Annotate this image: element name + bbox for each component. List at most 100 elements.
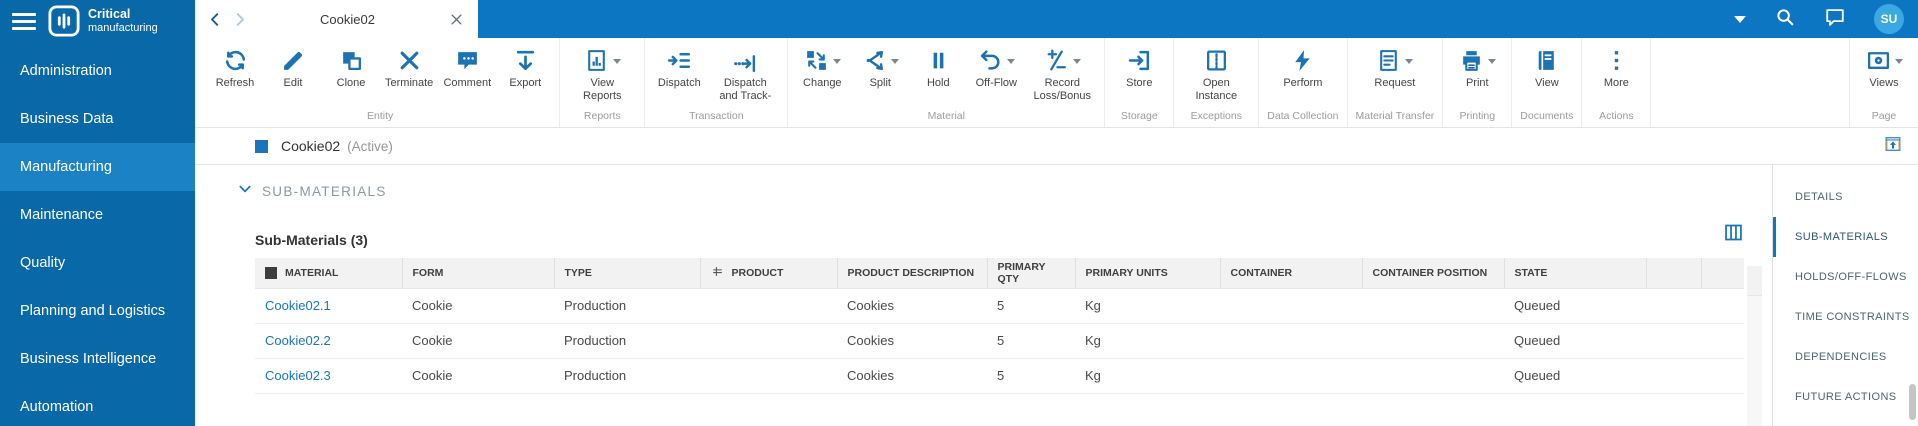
table-row[interactable]: Cookie02.1 Cookie Production Cookies 5 K…: [255, 288, 1744, 324]
cell-container-position: [1362, 358, 1504, 394]
column-header-product-description[interactable]: PRODUCT DESCRIPTION: [837, 258, 988, 289]
hold-icon: [926, 48, 951, 73]
column-header-empty-1: [1646, 258, 1702, 289]
cell-primary-units: Kg: [1075, 323, 1220, 359]
material-link[interactable]: Cookie02.3: [255, 358, 402, 394]
refresh-icon: [223, 48, 248, 73]
print-button[interactable]: Print: [1448, 43, 1506, 106]
topbar-right-cluster: SU: [1734, 0, 1918, 38]
sub-materials-table: MATERIAL FORM TYPE PRODUCT PRODUCT DESCR…: [255, 258, 1744, 394]
column-header-form[interactable]: FORM: [402, 258, 555, 289]
content-area: SUB-MATERIALS Sub-Materials (3): [195, 165, 1918, 426]
store-button[interactable]: Store: [1110, 43, 1168, 106]
refresh-button[interactable]: Refresh: [206, 43, 264, 106]
request-button[interactable]: Request: [1366, 43, 1424, 106]
terminate-button[interactable]: Terminate: [380, 43, 438, 106]
cell-primary-qty: 5: [987, 288, 1075, 324]
toolbar-group-transaction: Dispatch Dispatch and Track- Transaction: [645, 38, 789, 127]
export-button[interactable]: Export: [496, 43, 554, 106]
column-header-product[interactable]: PRODUCT: [700, 258, 838, 289]
sidebar-item-maintenance[interactable]: Maintenance: [20, 207, 104, 223]
off-flow-button[interactable]: Off-Flow: [967, 43, 1025, 106]
hamburger-menu-icon[interactable]: [12, 9, 36, 34]
split-button[interactable]: Split: [851, 43, 909, 106]
table-row[interactable]: Cookie02.3 Cookie Production Cookies 5 K…: [255, 358, 1744, 394]
sidebar-item-manufacturing[interactable]: Manufacturing: [0, 143, 195, 191]
table-row[interactable]: Cookie02.2 Cookie Production Cookies 5 K…: [255, 323, 1744, 359]
cell-form: Cookie: [402, 288, 554, 324]
anchor-item-details[interactable]: DETAILS: [1795, 191, 1843, 203]
change-button[interactable]: Change: [793, 43, 851, 106]
cell-type: Production: [554, 288, 700, 324]
anchor-item-holds-off-flows[interactable]: HOLDS/OFF-FLOWS: [1795, 271, 1907, 283]
chevron-left-icon[interactable]: [205, 9, 225, 29]
anchor-item-sub-materials[interactable]: SUB-MATERIALS: [1773, 217, 1918, 257]
toolbar-spacer: [1651, 38, 1849, 127]
entity-name: Cookie02: [281, 138, 341, 154]
comment-button[interactable]: Comment: [438, 43, 496, 106]
sidebar-item-planning-and-logistics[interactable]: Planning and Logistics: [20, 303, 166, 319]
cell-container: [1220, 358, 1362, 394]
scrollbar-thumb[interactable]: [1909, 384, 1916, 420]
section-header-sub-materials[interactable]: SUB-MATERIALS: [237, 181, 1744, 202]
toolbar-group-exceptions: Open Instance Exceptions: [1174, 38, 1260, 127]
table-columns-icon[interactable]: [1723, 222, 1744, 248]
material-link[interactable]: Cookie02.2: [255, 323, 402, 359]
table-scrollbar-track[interactable]: [1747, 266, 1762, 426]
sidebar-item-automation[interactable]: Automation: [20, 399, 94, 415]
chat-icon[interactable]: [1824, 6, 1846, 33]
main-column: Cookie02 SU: [195, 0, 1918, 426]
change-icon: [804, 48, 829, 73]
hold-button[interactable]: Hold: [909, 43, 967, 106]
column-header-material[interactable]: MATERIAL: [255, 258, 403, 289]
chevron-down-icon[interactable]: [1734, 15, 1746, 23]
toolbar-group-label: Actions: [1599, 110, 1634, 122]
close-icon[interactable]: [446, 9, 466, 29]
view-reports-icon: [584, 48, 609, 73]
view-button[interactable]: View: [1518, 43, 1576, 106]
panel-expand-icon[interactable]: [1884, 135, 1902, 158]
toolbar-group-actions: More Actions: [1582, 38, 1652, 127]
chevron-right-icon[interactable]: [229, 9, 249, 29]
entity-tab[interactable]: Cookie02: [195, 0, 478, 38]
material-link[interactable]: Cookie02.1: [255, 288, 402, 324]
open-instance-button[interactable]: Open Instance: [1179, 43, 1253, 106]
sidebar-item-administration[interactable]: Administration: [20, 63, 112, 79]
cell-container: [1220, 288, 1362, 324]
sidebar-item-business-data[interactable]: Business Data: [20, 111, 114, 127]
record-loss-bonus-button[interactable]: Record Loss/Bonus: [1025, 43, 1099, 106]
more-button[interactable]: More: [1587, 43, 1645, 106]
toolbar-group-label: Entity: [367, 110, 394, 122]
column-header-primary-units[interactable]: PRIMARY UNITS: [1075, 258, 1221, 289]
column-header-primary-qty[interactable]: PRIMARY QTY: [987, 258, 1076, 289]
off-flow-icon: [978, 48, 1003, 73]
tab-title: Cookie02: [320, 11, 375, 27]
cell-primary-units: Kg: [1075, 358, 1220, 394]
search-icon[interactable]: [1774, 6, 1796, 33]
cell-container-position: [1362, 323, 1504, 359]
cell-form: Cookie: [402, 323, 554, 359]
top-bar: Cookie02 SU: [195, 0, 1918, 38]
edit-icon: [281, 48, 306, 73]
user-avatar[interactable]: SU: [1874, 4, 1904, 34]
anchor-item-dependencies[interactable]: DEPENDENCIES: [1795, 351, 1887, 363]
material-column-icon: [265, 266, 277, 279]
views-button[interactable]: Views: [1855, 43, 1913, 106]
dispatch-button[interactable]: Dispatch: [650, 43, 708, 106]
dispatch-and-track-button[interactable]: Dispatch and Track-: [708, 43, 782, 106]
toolbar-group-storage: Store Storage: [1105, 38, 1175, 127]
open-instance-icon: [1204, 48, 1229, 73]
column-header-container-position[interactable]: CONTAINER POSITION: [1362, 258, 1505, 289]
sub-materials-table-block: Sub-Materials (3) MAT: [255, 222, 1762, 426]
perform-button[interactable]: Perform: [1274, 43, 1332, 106]
column-header-type[interactable]: TYPE: [554, 258, 701, 289]
view-reports-button[interactable]: View Reports: [565, 43, 639, 106]
anchor-item-future-actions[interactable]: FUTURE ACTIONS: [1795, 391, 1897, 403]
edit-button[interactable]: Edit: [264, 43, 322, 106]
column-header-state[interactable]: STATE: [1504, 258, 1647, 289]
sidebar-item-business-intelligence[interactable]: Business Intelligence: [20, 351, 157, 367]
clone-button[interactable]: Clone: [322, 43, 380, 106]
column-header-container[interactable]: CONTAINER: [1220, 258, 1363, 289]
anchor-item-time-constraints[interactable]: TIME CONSTRAINTS: [1795, 311, 1910, 323]
sidebar-item-quality[interactable]: Quality: [20, 255, 66, 271]
